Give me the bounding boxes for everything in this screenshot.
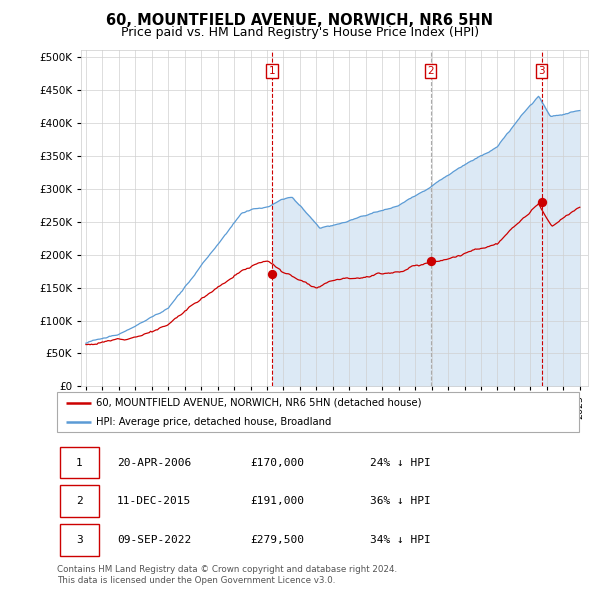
Point (426, 256, 436, 266)
Text: 3: 3 (76, 535, 83, 545)
Point (537, 198, 547, 207)
Text: 09-SEP-2022: 09-SEP-2022 (117, 535, 191, 545)
Text: 60, MOUNTFIELD AVENUE, NORWICH, NR6 5HN (detached house): 60, MOUNTFIELD AVENUE, NORWICH, NR6 5HN … (96, 398, 422, 408)
Text: 3: 3 (538, 66, 545, 76)
Text: 1: 1 (269, 66, 275, 76)
Point (267, 270, 277, 279)
Text: Price paid vs. HM Land Registry's House Price Index (HPI): Price paid vs. HM Land Registry's House … (121, 26, 479, 39)
Text: HPI: Average price, detached house, Broadland: HPI: Average price, detached house, Broa… (96, 417, 332, 427)
Text: 2: 2 (76, 496, 83, 506)
FancyBboxPatch shape (59, 447, 99, 478)
Text: £191,000: £191,000 (250, 496, 304, 506)
Text: 24% ↓ HPI: 24% ↓ HPI (370, 457, 431, 467)
Text: Contains HM Land Registry data © Crown copyright and database right 2024.
This d: Contains HM Land Registry data © Crown c… (57, 565, 397, 585)
FancyBboxPatch shape (59, 486, 99, 517)
FancyBboxPatch shape (59, 524, 99, 556)
Text: 60, MOUNTFIELD AVENUE, NORWICH, NR6 5HN: 60, MOUNTFIELD AVENUE, NORWICH, NR6 5HN (107, 13, 493, 28)
Text: £170,000: £170,000 (250, 457, 304, 467)
Text: 34% ↓ HPI: 34% ↓ HPI (370, 535, 431, 545)
Text: 36% ↓ HPI: 36% ↓ HPI (370, 496, 431, 506)
FancyBboxPatch shape (57, 392, 579, 432)
Text: 20-APR-2006: 20-APR-2006 (117, 457, 191, 467)
Text: 1: 1 (76, 457, 83, 467)
Text: 11-DEC-2015: 11-DEC-2015 (117, 496, 191, 506)
Text: 2: 2 (427, 66, 434, 76)
Text: £279,500: £279,500 (250, 535, 304, 545)
